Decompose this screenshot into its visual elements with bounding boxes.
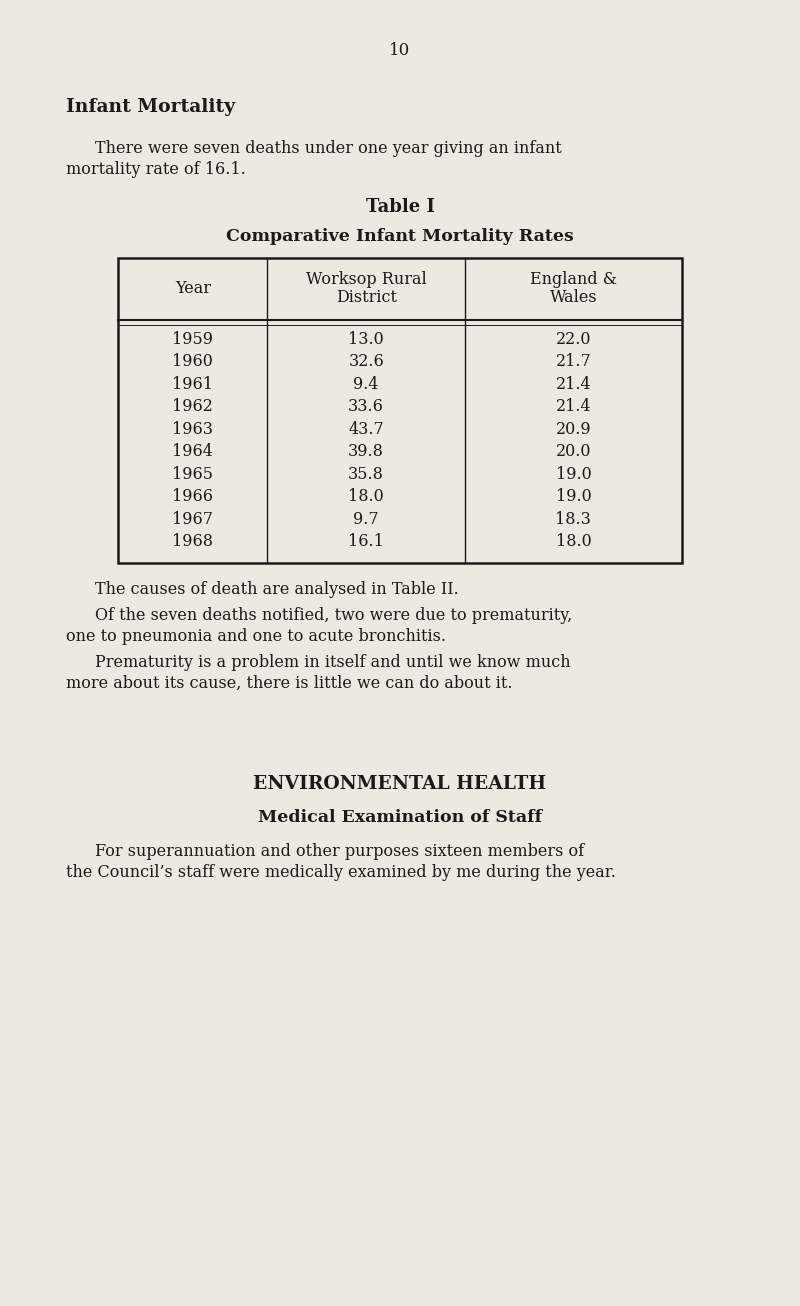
Text: 19.0: 19.0: [555, 466, 591, 483]
Bar: [118, 259, 682, 563]
Text: 1960: 1960: [172, 353, 213, 370]
Text: Year: Year: [174, 279, 210, 296]
Text: 18.0: 18.0: [348, 488, 384, 505]
Text: Worksop Rural: Worksop Rural: [306, 272, 426, 289]
Text: more about its cause, there is little we can do about it.: more about its cause, there is little we…: [66, 675, 513, 692]
Text: 18.0: 18.0: [555, 533, 591, 550]
Text: 10: 10: [390, 42, 410, 59]
Text: 20.9: 20.9: [556, 421, 591, 438]
Text: 9.4: 9.4: [354, 376, 379, 393]
Text: The causes of death are analysed in Table II.: The causes of death are analysed in Tabl…: [95, 581, 458, 598]
Text: 1968: 1968: [172, 533, 214, 550]
Text: Wales: Wales: [550, 289, 598, 306]
Text: District: District: [336, 289, 397, 306]
Text: 43.7: 43.7: [348, 421, 384, 438]
Text: 1967: 1967: [172, 511, 214, 528]
Text: 32.6: 32.6: [348, 353, 384, 370]
Text: Table I: Table I: [366, 199, 434, 215]
Text: 22.0: 22.0: [556, 330, 591, 347]
Text: 19.0: 19.0: [555, 488, 591, 505]
Text: the Council’s staff were medically examined by me during the year.: the Council’s staff were medically exami…: [66, 865, 616, 882]
Text: 1966: 1966: [172, 488, 214, 505]
Text: 13.0: 13.0: [348, 330, 384, 347]
Text: 1961: 1961: [172, 376, 214, 393]
Text: 1963: 1963: [172, 421, 214, 438]
Text: England &: England &: [530, 272, 617, 289]
Text: 9.7: 9.7: [354, 511, 379, 528]
Text: 20.0: 20.0: [556, 443, 591, 460]
Text: 35.8: 35.8: [348, 466, 384, 483]
Text: 1964: 1964: [172, 443, 213, 460]
Text: 39.8: 39.8: [348, 443, 384, 460]
Text: 18.3: 18.3: [555, 511, 591, 528]
Text: 16.1: 16.1: [348, 533, 384, 550]
Text: 21.7: 21.7: [555, 353, 591, 370]
Text: Prematurity is a problem in itself and until we know much: Prematurity is a problem in itself and u…: [95, 654, 570, 671]
Text: Infant Mortality: Infant Mortality: [66, 98, 235, 116]
Text: 21.4: 21.4: [556, 376, 591, 393]
Text: 33.6: 33.6: [348, 398, 384, 415]
Text: Medical Examination of Staff: Medical Examination of Staff: [258, 808, 542, 825]
Text: ENVIRONMENTAL HEALTH: ENVIRONMENTAL HEALTH: [254, 774, 546, 793]
Text: 1965: 1965: [172, 466, 214, 483]
Text: 1959: 1959: [172, 330, 214, 347]
Text: For superannuation and other purposes sixteen members of: For superannuation and other purposes si…: [95, 842, 584, 859]
Text: There were seven deaths under one year giving an infant: There were seven deaths under one year g…: [95, 140, 562, 157]
Text: 21.4: 21.4: [556, 398, 591, 415]
Text: Of the seven deaths notified, two were due to prematurity,: Of the seven deaths notified, two were d…: [95, 607, 572, 624]
Text: mortality rate of 16.1.: mortality rate of 16.1.: [66, 161, 246, 178]
Text: Comparative Infant Mortality Rates: Comparative Infant Mortality Rates: [226, 229, 574, 246]
Text: 1962: 1962: [172, 398, 213, 415]
Text: one to pneumonia and one to acute bronchitis.: one to pneumonia and one to acute bronch…: [66, 628, 446, 645]
